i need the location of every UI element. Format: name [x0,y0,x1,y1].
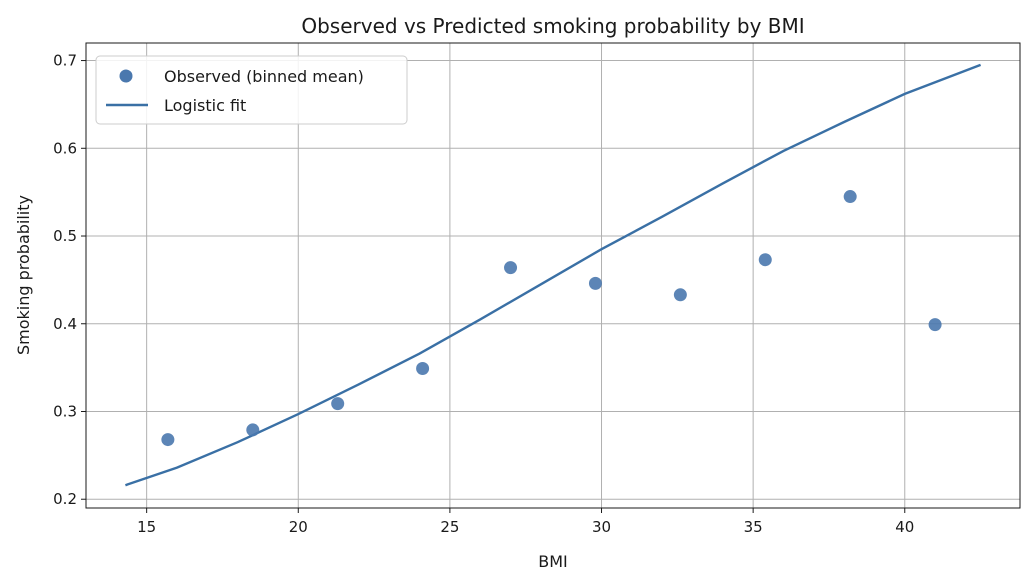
x-tick-label: 35 [744,518,763,536]
observed-point [246,423,260,437]
legend-label-fit: Logistic fit [164,96,246,115]
axis-ticks: 15 20 25 30 35 40 0.2 0.3 0.4 0.5 0.6 0.7 [53,52,914,536]
x-tick-label: 20 [289,518,308,536]
y-tick-label: 0.6 [53,139,77,157]
legend-label-observed: Observed (binned mean) [164,67,364,86]
series-layer [125,63,982,487]
y-tick-label: 0.4 [53,315,77,333]
fit-line [125,63,982,487]
chart-title: Observed vs Predicted smoking probabilit… [301,14,804,38]
plot-frame [85,42,1021,509]
x-tick-label: 15 [137,518,156,536]
observed-point [504,261,518,275]
x-tick-label: 30 [592,518,611,536]
x-tick-label: 25 [440,518,459,536]
observed-point [928,318,942,332]
legend-box [95,55,408,125]
y-tick-label: 0.3 [53,402,77,420]
observed-point [416,362,430,375]
x-tick-label: 40 [895,518,914,536]
x-axis-label: BMI [538,552,568,571]
observed-point [758,253,772,267]
legend: Observed (binned mean) Logistic fit [95,55,408,125]
observed-point [161,433,175,447]
observed-point [331,397,345,411]
y-tick-label: 0.7 [53,52,77,70]
legend-marker-observed [119,69,133,83]
observed-point [588,276,602,290]
y-tick-label: 0.2 [53,490,77,508]
y-axis-label: Smoking probability [14,195,33,355]
observed-point [673,288,687,302]
observed-point [843,190,857,204]
y-tick-label: 0.5 [53,227,77,245]
